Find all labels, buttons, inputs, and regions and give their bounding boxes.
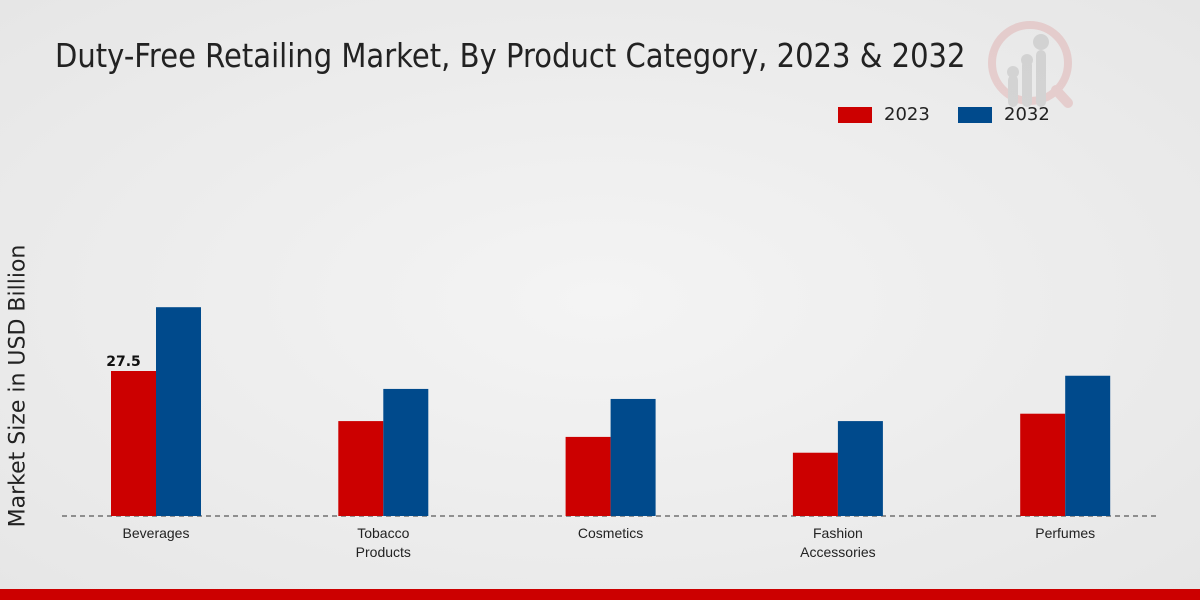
- bar-2032-2: [610, 398, 656, 516]
- legend-label: 2023: [884, 104, 930, 125]
- footer-bar: [0, 589, 1200, 600]
- bar-2023-0: [111, 371, 156, 516]
- bar-2032-1: [383, 388, 429, 516]
- chart-title: Duty-Free Retailing Market, By Product C…: [55, 36, 966, 75]
- x-tick-label: Tobacco: [357, 525, 409, 541]
- bar-2023-4: [1020, 413, 1066, 516]
- legend-label: 2032: [1004, 104, 1050, 125]
- x-tick-label: Accessories: [800, 544, 875, 560]
- bar-2032-4: [1065, 375, 1111, 516]
- legend-swatch: [958, 106, 992, 123]
- x-tick-label: Fashion: [813, 525, 863, 541]
- x-tick-label: Beverages: [123, 525, 190, 541]
- x-tick-label: Perfumes: [1035, 525, 1095, 541]
- x-tick-label: Products: [356, 544, 411, 560]
- bar-2023-1: [338, 421, 384, 516]
- x-tick-label: Cosmetics: [578, 525, 643, 541]
- legend-item-2023: 2023: [838, 104, 930, 125]
- bar-2032-0: [156, 307, 201, 516]
- bar-2023-2: [565, 436, 611, 516]
- legend-item-2032: 2032: [958, 104, 1050, 125]
- legend-swatch: [838, 106, 872, 123]
- data-label: 27.5: [106, 354, 141, 370]
- bar-2032-3: [837, 421, 883, 516]
- bar-2023-3: [792, 452, 838, 516]
